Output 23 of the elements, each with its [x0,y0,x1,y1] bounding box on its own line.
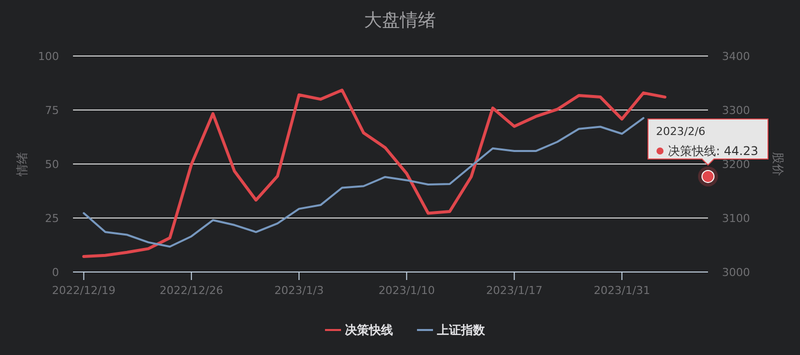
y2-axis-title: 股价 [771,152,785,176]
y-tick-label: 25 [45,212,59,225]
legend-label: 上证指数 [436,323,486,337]
y2-tick-label: 3100 [722,212,750,225]
chart-title: 大盘情绪 [364,10,436,31]
x-tick-label: 2023/1/3 [274,284,324,297]
x-tick-label: 2023/1/10 [378,284,435,297]
x-tick-label: 2022/12/26 [160,284,224,297]
annotation: 2023/2/6 [656,125,706,138]
y-tick-label: 50 [45,158,59,171]
y2-tick-label: 3000 [722,266,750,279]
y2-tick-label: 3400 [722,50,750,63]
y2-tick-label: 3300 [722,104,750,117]
annotation: 决策快线: 44.23 [668,144,758,158]
y-tick-label: 100 [38,50,59,63]
legend-label: 决策快线 [345,323,393,337]
y2-tick-label: 3200 [722,158,750,171]
x-tick-label: 2023/1/17 [486,284,542,297]
x-tick-label: 2023/1/31 [594,284,650,297]
y-tick-label: 75 [45,104,59,117]
y-tick-label: 0 [52,266,59,279]
y-axis-title: 情绪 [15,152,29,177]
x-tick-label: 2022/12/19 [52,284,116,297]
